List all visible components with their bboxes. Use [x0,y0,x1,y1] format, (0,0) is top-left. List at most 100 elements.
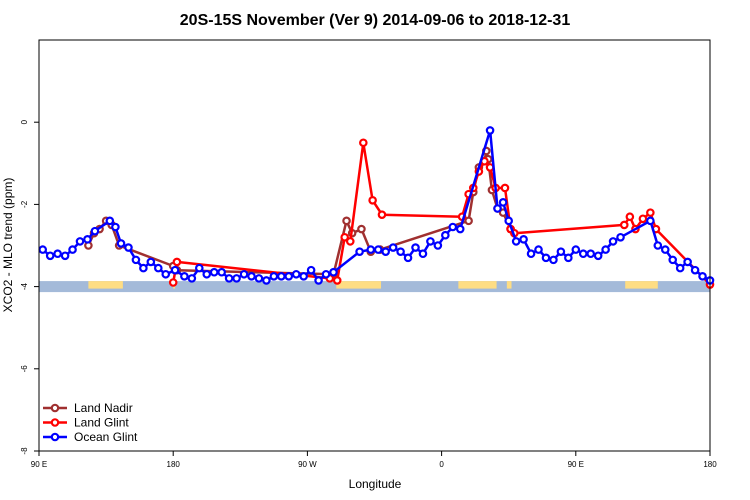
data-point [388,243,398,252]
y-tick-label: -8 [20,447,29,455]
series-ocean-glint [38,126,715,285]
data-point [329,267,338,277]
data-point [653,241,663,250]
data-point [616,232,625,242]
data-point [426,237,435,246]
data-point [646,208,655,217]
data-point [498,198,508,207]
data-point [170,265,180,275]
plot-frame [38,39,711,452]
legend-swatch-marker [50,418,60,427]
data-point [511,237,521,246]
legend-item: Land Glint [43,416,129,430]
data-point [646,216,655,226]
data-point [153,263,163,273]
data-point [366,245,376,254]
data-point [433,241,443,250]
data-point [441,230,450,240]
data-point [321,269,331,279]
data-point [247,272,256,281]
data-point [232,274,241,283]
data-point [105,216,115,226]
data-point [668,255,678,265]
data-point [448,222,458,232]
y-axis-label: XCO2 - MLO trend (ppm) [1,178,15,313]
data-point [534,245,543,254]
y-axis-ticks: -8 -6 -4 -2 0 [20,119,39,455]
data-point [355,247,364,256]
x-tick-label: 0 [439,460,444,469]
data-point [180,272,189,281]
land-band-3 [458,281,497,289]
y-tick-label: -2 [20,200,29,208]
legend-label: Ocean Glint [74,430,138,444]
data-point [124,243,133,252]
x-tick-label: 90 E [31,460,47,469]
data-point [291,269,301,279]
data-point [586,249,596,259]
data-point [168,278,178,287]
data-point [239,269,249,279]
x-tick-label: 90 E [568,460,584,469]
data-point [277,272,286,281]
data-point [619,220,629,230]
data-point [187,274,197,283]
data-point [455,224,465,234]
series-line [87,149,512,276]
legend-swatch-marker [50,403,60,413]
data-point [377,210,387,219]
data-point [411,243,420,252]
data-point [493,204,502,213]
data-point [161,269,171,279]
data-point [526,249,536,259]
land-band-4 [506,281,512,289]
data-point [357,224,366,234]
legend-label: Land Glint [74,416,129,430]
data-point [262,276,271,285]
data-point [53,249,62,259]
data-point [549,255,558,265]
data-point [146,257,156,267]
x-axis-ticks: 90 E 180 90 W 0 90 E 180 [31,451,717,469]
data-point [675,263,685,273]
land-band-2 [336,281,382,289]
data-point [172,257,182,267]
data-point [556,247,566,256]
data-point [269,272,279,281]
data-point [194,263,204,273]
data-point [683,257,692,267]
data-point [202,269,212,279]
y-tick-label: -6 [20,365,29,373]
data-point [342,216,351,226]
data-point [638,214,648,224]
data-point [519,235,528,244]
data-point [306,265,316,275]
data-point [359,138,368,148]
data-point [373,245,383,254]
data-point [571,245,581,254]
legend-item: Land Nadir [43,401,133,415]
data-point [45,251,55,261]
data-point [254,274,264,283]
data-point [340,232,349,242]
data-point [564,253,573,263]
y-tick-label: -4 [20,282,29,290]
data-point [578,249,588,259]
data-point [368,195,377,205]
data-point [381,247,390,256]
data-point [541,253,551,263]
data-point [224,274,234,283]
data-point [504,216,514,226]
data-point [332,276,342,285]
data-point [660,245,670,254]
data-point [284,272,294,281]
data-point [625,212,635,222]
legend-swatch-marker [50,432,60,442]
data-point [690,265,700,275]
data-point [345,237,355,246]
series-land-glint [168,138,715,289]
land-band-0 [88,281,123,289]
legend-item: Ocean Glint [43,430,138,444]
